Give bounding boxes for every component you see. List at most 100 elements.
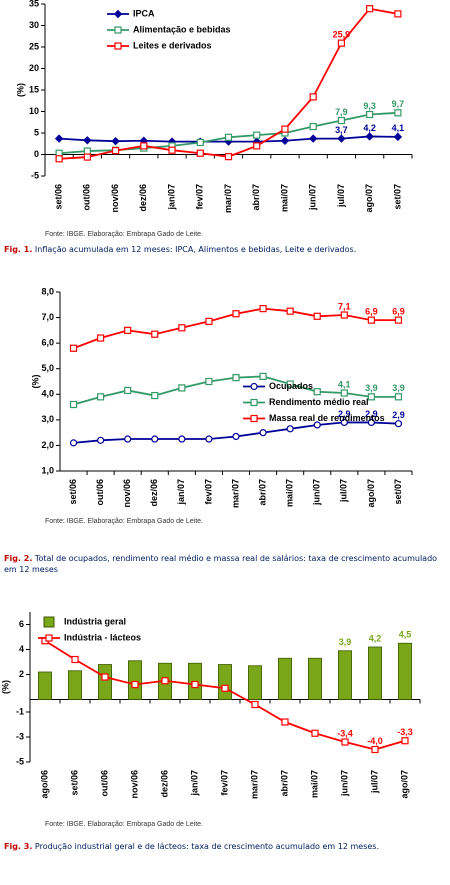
bar [217,664,232,700]
y-tick-label: -3 [16,731,24,741]
marker [286,425,294,433]
marker [394,393,403,401]
x-tick-label: mar/07 [249,770,259,799]
marker [280,136,290,145]
marker [54,134,64,143]
x-tick-label: mar/07 [223,184,233,213]
marker [232,432,240,441]
legend-label: Alimentação e bebidas [133,24,231,34]
legend-label: Indústria - lácteos [64,632,141,642]
value-label: 2,9 [365,409,378,419]
y-tick-label: -1 [16,706,24,716]
y-tick-label: 20 [29,63,39,73]
marker [196,138,204,147]
marker [151,435,159,443]
y-tick-label: 35 [29,0,39,8]
y-tick-label: 5 [34,127,39,137]
marker [286,307,294,315]
source: Fonte: IBGE. Elaboração: Embrapa Gado de… [45,821,203,828]
legend-marker [114,42,122,50]
y-tick-label: 2 [19,669,24,679]
marker [232,374,240,382]
x-tick-label: mai/07 [285,479,295,507]
value-label: 7,9 [335,107,348,117]
marker [367,316,375,324]
marker [178,384,186,392]
x-tick-label: abr/07 [279,770,289,797]
marker [191,680,199,689]
marker [83,136,92,145]
x-tick-label: fev/07 [219,770,229,796]
marker [365,132,374,141]
marker [393,132,403,142]
x-tick-label: abr/07 [257,479,267,506]
marker [253,131,261,139]
value-label: 7,1 [338,301,351,311]
x-tick-label: jul/07 [369,770,379,794]
marker [281,718,289,726]
figure-label: Fig. 1. [4,245,33,254]
x-tick-label: set/07 [393,479,403,505]
legend-label: Ocupados [269,381,313,391]
y-tick-label: -5 [31,170,39,180]
marker [83,147,91,155]
marker [205,317,213,326]
x-tick-label: dez/06 [149,479,159,507]
y-tick-label: 10 [29,106,39,116]
y-tick-label: 6,0 [41,338,54,348]
legend-label: IPCA [133,8,155,18]
x-tick-label: nov/06 [122,479,132,508]
y-tick-label: 8,0 [41,286,54,296]
marker [337,39,346,47]
x-tick-label: set/07 [392,184,402,210]
marker [259,305,267,313]
x-tick-label: mar/07 [230,479,240,508]
value-label: 4,2 [369,633,382,643]
marker [124,386,132,395]
marker [340,418,348,427]
legend-label: Massa real de rendimentos [269,413,385,423]
caption: Fig. 1. Inflação acumulada em 12 meses: … [4,244,444,255]
value-label: -3,4 [337,728,353,738]
bar [68,670,83,700]
y-tick-label: 5,0 [41,363,54,373]
figure-label: Fig. 2. [4,554,33,563]
legend-label: Leites e derivados [133,40,212,50]
marker [371,745,379,754]
marker [161,677,169,685]
value-label: 4,1 [392,123,405,133]
x-tick-label: ago/07 [366,479,376,508]
marker [401,737,409,745]
x-tick-label: out/06 [82,184,92,211]
x-tick-label: nov/06 [110,184,120,213]
y-tick-label: 7,0 [41,312,54,322]
x-tick-label: nov/06 [129,770,139,799]
value-label: -3,3 [397,727,413,737]
value-label: 3,7 [335,125,348,135]
marker [394,109,402,117]
x-tick-label: jun/07 [339,770,349,797]
bar [277,657,292,700]
figure-label: Fig. 3. [4,842,33,851]
value-label: 2,9 [392,410,405,420]
legend-swatch [43,616,55,628]
value-label: 3,9 [365,383,378,393]
marker [253,142,261,150]
y-axis-label: (%) [15,83,25,97]
y-tick-label: 4,0 [41,389,54,399]
x-tick-label: set/06 [69,770,79,796]
marker [367,418,375,427]
marker [140,142,148,150]
marker [367,393,375,401]
marker [308,134,318,143]
y-tick-label: 3,0 [41,414,54,424]
marker [97,334,105,342]
y-tick-label: 25 [29,41,39,51]
value-label: 2,9 [338,409,351,419]
marker [97,436,105,444]
marker [259,372,267,380]
y-tick-label: 2,0 [41,440,54,450]
caption: Fig. 3. Produção industrial geral e de l… [4,841,444,852]
y-tick-label: 1,0 [41,465,54,475]
